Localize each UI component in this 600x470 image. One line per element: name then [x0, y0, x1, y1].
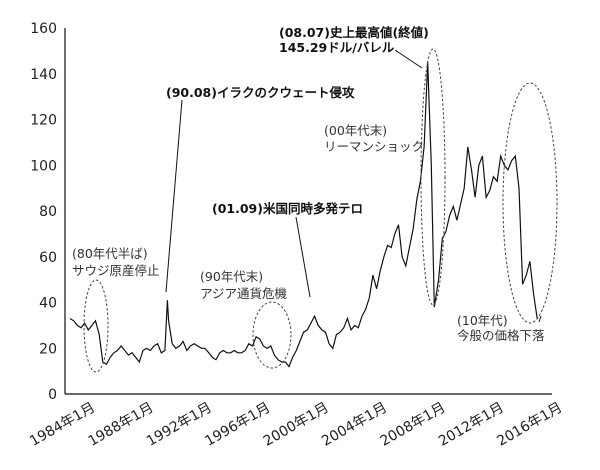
y-tick-label: 100 — [30, 158, 57, 174]
y-tick-label: 20 — [39, 341, 57, 357]
leader-terror — [295, 216, 311, 298]
y-tick-label: 140 — [30, 67, 57, 83]
x-tick-label: 2012年1月 — [436, 400, 507, 450]
leader-recent — [538, 315, 542, 323]
y-tick-label: 40 — [39, 296, 57, 312]
annotation-recent-period: (10年代) — [457, 313, 508, 328]
annotation-lehman-period: (00年代末) — [324, 123, 387, 138]
ellipse-2015 — [502, 82, 558, 324]
x-tick-label: 1988年1月 — [86, 400, 157, 450]
leader-peak — [394, 49, 423, 69]
x-tick-label: 2008年1月 — [378, 400, 449, 450]
x-tick-label: 2016年1月 — [494, 400, 565, 450]
x-tick-label: 2000年1月 — [261, 400, 332, 450]
x-tick-label: 1984年1月 — [27, 400, 98, 450]
annotation-asia-period: (90年代末) — [200, 269, 263, 284]
annotation-saudi-period: (80年代半ば) — [72, 246, 148, 261]
y-axis: 0 20 40 60 80 100 120 140 160 — [30, 21, 57, 403]
y-tick-label: 120 — [30, 113, 57, 129]
x-tick-label: 2004年1月 — [319, 400, 390, 450]
annotation-peak-value: 145.29ドル/バレル — [279, 40, 395, 55]
y-tick-label: 0 — [48, 387, 57, 403]
x-tick-label: 1996年1月 — [202, 400, 273, 450]
annotation-iraq: (90.08)イラクのクウェート侵攻 — [166, 85, 355, 100]
ellipse-1998 — [252, 301, 292, 369]
annotation-recent-text: 今般の価格下落 — [457, 328, 545, 343]
price-line — [69, 62, 538, 368]
annotation-asia-text: アジア通貨危機 — [200, 286, 288, 301]
x-axis: 1984年1月1988年1月1992年1月1996年1月2000年1月2004年… — [27, 400, 565, 450]
leader-iraq — [165, 99, 183, 293]
y-tick-label: 160 — [30, 21, 57, 37]
y-tick-label: 80 — [39, 204, 57, 220]
annotation-peak-title: (08.07)史上最高値(終値) — [279, 25, 429, 40]
ellipse-1986 — [83, 279, 109, 373]
x-tick-label: 1992年1月 — [144, 400, 215, 450]
annotation-lehman-text: リーマンショック — [324, 139, 424, 154]
annotation-terror: (01.09)米国同時多発テロ — [212, 201, 363, 216]
y-tick-label: 60 — [39, 250, 57, 266]
annotation-saudi-text: サウジ原産停止 — [72, 263, 160, 278]
ellipse-2008 — [420, 48, 446, 306]
